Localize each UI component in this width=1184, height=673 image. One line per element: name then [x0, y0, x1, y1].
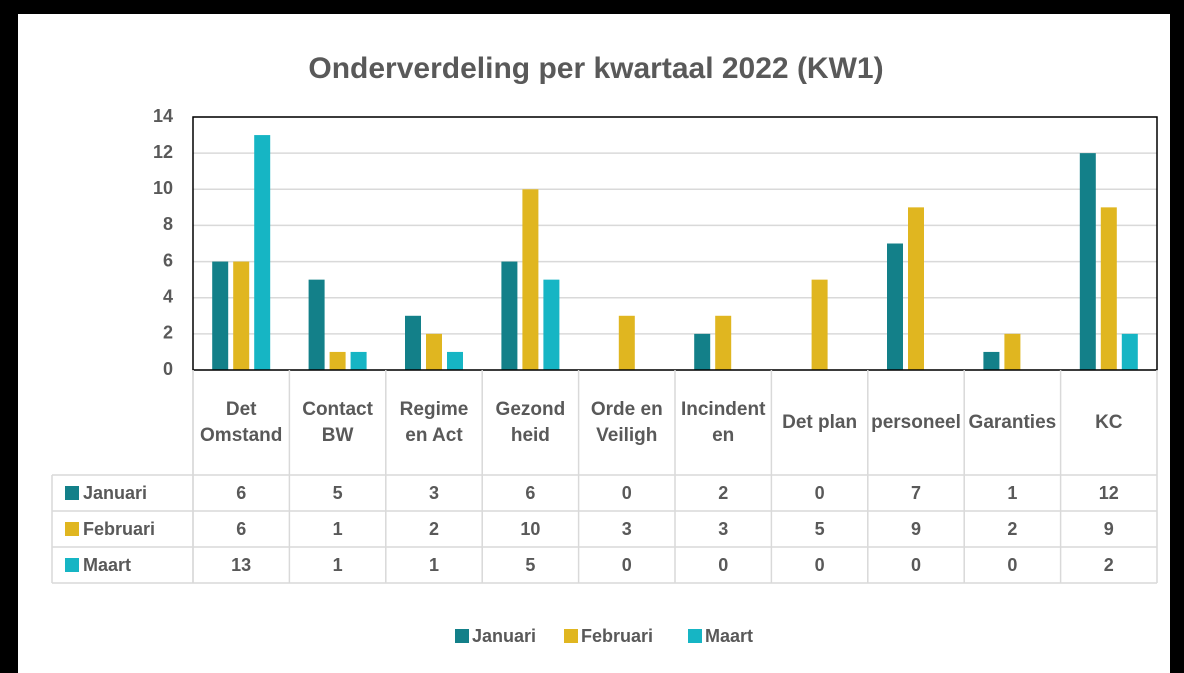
table-cell: 5: [815, 519, 825, 539]
bar: [501, 261, 518, 370]
y-tick-label: 0: [163, 359, 173, 379]
bar: [1121, 333, 1138, 370]
x-tick-label: personeel: [871, 411, 961, 433]
x-tick-label: Det plan: [782, 411, 858, 433]
bar: [887, 243, 903, 370]
legend-label: Maart: [705, 626, 753, 646]
bar: [1004, 333, 1021, 370]
table-cell: 3: [622, 519, 632, 539]
bar: [350, 351, 367, 370]
category-cell: Contact BW: [302, 398, 373, 446]
bar: [694, 333, 711, 370]
bar: [715, 315, 732, 370]
table-cell: 5: [333, 483, 343, 503]
legend-label: Januari: [472, 626, 536, 646]
x-tick-label: Det Omstand: [200, 398, 283, 446]
table-cell: 0: [911, 555, 921, 575]
bar: [212, 261, 229, 370]
legend-key: [564, 629, 578, 643]
table-cell: 9: [911, 519, 921, 539]
table-cell: 1: [429, 555, 439, 575]
table-cell: 9: [1104, 519, 1114, 539]
table-cell: 2: [429, 519, 439, 539]
y-tick-label: 8: [163, 214, 173, 234]
x-tick-label: Garanties: [968, 411, 1057, 433]
table-cell: 6: [236, 519, 246, 539]
legend-key: [688, 629, 702, 643]
bar: [329, 351, 346, 370]
table-cell: 1: [1007, 483, 1017, 503]
table-cell: 1: [333, 555, 343, 575]
y-tick-label: 2: [163, 323, 173, 343]
x-tick-label: Gezond heid: [495, 398, 566, 446]
bar: [447, 351, 463, 370]
y-tick-label: 4: [163, 286, 173, 306]
table-cell: 7: [911, 483, 921, 503]
category-cell: KC: [1095, 411, 1123, 433]
table-cell: 0: [1007, 555, 1017, 575]
table-cell: 5: [525, 555, 535, 575]
x-tick-label: Regime en Act: [399, 398, 469, 446]
table-legend-key: [65, 486, 79, 500]
y-tick-label: 10: [153, 178, 173, 198]
bar: [405, 315, 421, 370]
category-cell: Det Omstand: [200, 398, 283, 446]
bar: [908, 207, 924, 370]
y-tick-label: 6: [163, 250, 173, 270]
table-cell: 0: [815, 555, 825, 575]
x-tick-label: Orde en Veiligh: [590, 398, 663, 446]
table-cell: 2: [1007, 519, 1017, 539]
bar: [1079, 153, 1096, 370]
table-cell: 10: [520, 519, 540, 539]
chart-background: [18, 14, 1170, 673]
table-cell: 6: [525, 483, 535, 503]
table-series-label: Februari: [83, 519, 155, 539]
bar: [254, 135, 271, 370]
category-cell: Incindenten: [680, 398, 766, 446]
table-cell: 13: [231, 555, 251, 575]
x-tick-label: Contact BW: [302, 398, 373, 446]
table-legend-key: [65, 522, 79, 536]
legend-key: [455, 629, 469, 643]
x-tick-label: KC: [1095, 411, 1123, 433]
chart-title: Onderverdeling per kwartaal 2022 (KW1): [308, 52, 883, 85]
y-tick-label: 14: [153, 106, 173, 126]
bar: [983, 351, 1000, 370]
category-cell: Garanties: [968, 411, 1057, 433]
bar: [233, 261, 250, 370]
table-series-label: Maart: [83, 555, 131, 575]
table-cell: 3: [429, 483, 439, 503]
table-cell: 0: [622, 555, 632, 575]
bar: [426, 333, 442, 370]
table-cell: 0: [718, 555, 728, 575]
table-cell: 0: [815, 483, 825, 503]
table-cell: 6: [236, 483, 246, 503]
category-cell: Orde en Veiligh: [590, 398, 663, 446]
table-cell: 12: [1099, 483, 1119, 503]
category-cell: Regime en Act: [399, 398, 469, 446]
category-cell: Det plan: [782, 411, 858, 433]
bar: [1100, 207, 1117, 370]
x-tick-label: Incindenten: [680, 398, 766, 446]
legend-label: Februari: [581, 626, 653, 646]
category-cell: Gezond heid: [495, 398, 566, 446]
bar: [308, 279, 325, 370]
table-cell: 1: [333, 519, 343, 539]
table-series-label: Januari: [83, 483, 147, 503]
table-legend-key: [65, 558, 79, 572]
bar: [618, 315, 635, 370]
category-cell: personeel: [871, 411, 961, 433]
bar: [543, 279, 560, 370]
y-tick-label: 12: [153, 142, 173, 162]
table-cell: 2: [718, 483, 728, 503]
table-cell: 3: [718, 519, 728, 539]
table-cell: 0: [622, 483, 632, 503]
bar: [811, 279, 828, 370]
bar: [522, 189, 539, 370]
table-cell: 2: [1104, 555, 1114, 575]
